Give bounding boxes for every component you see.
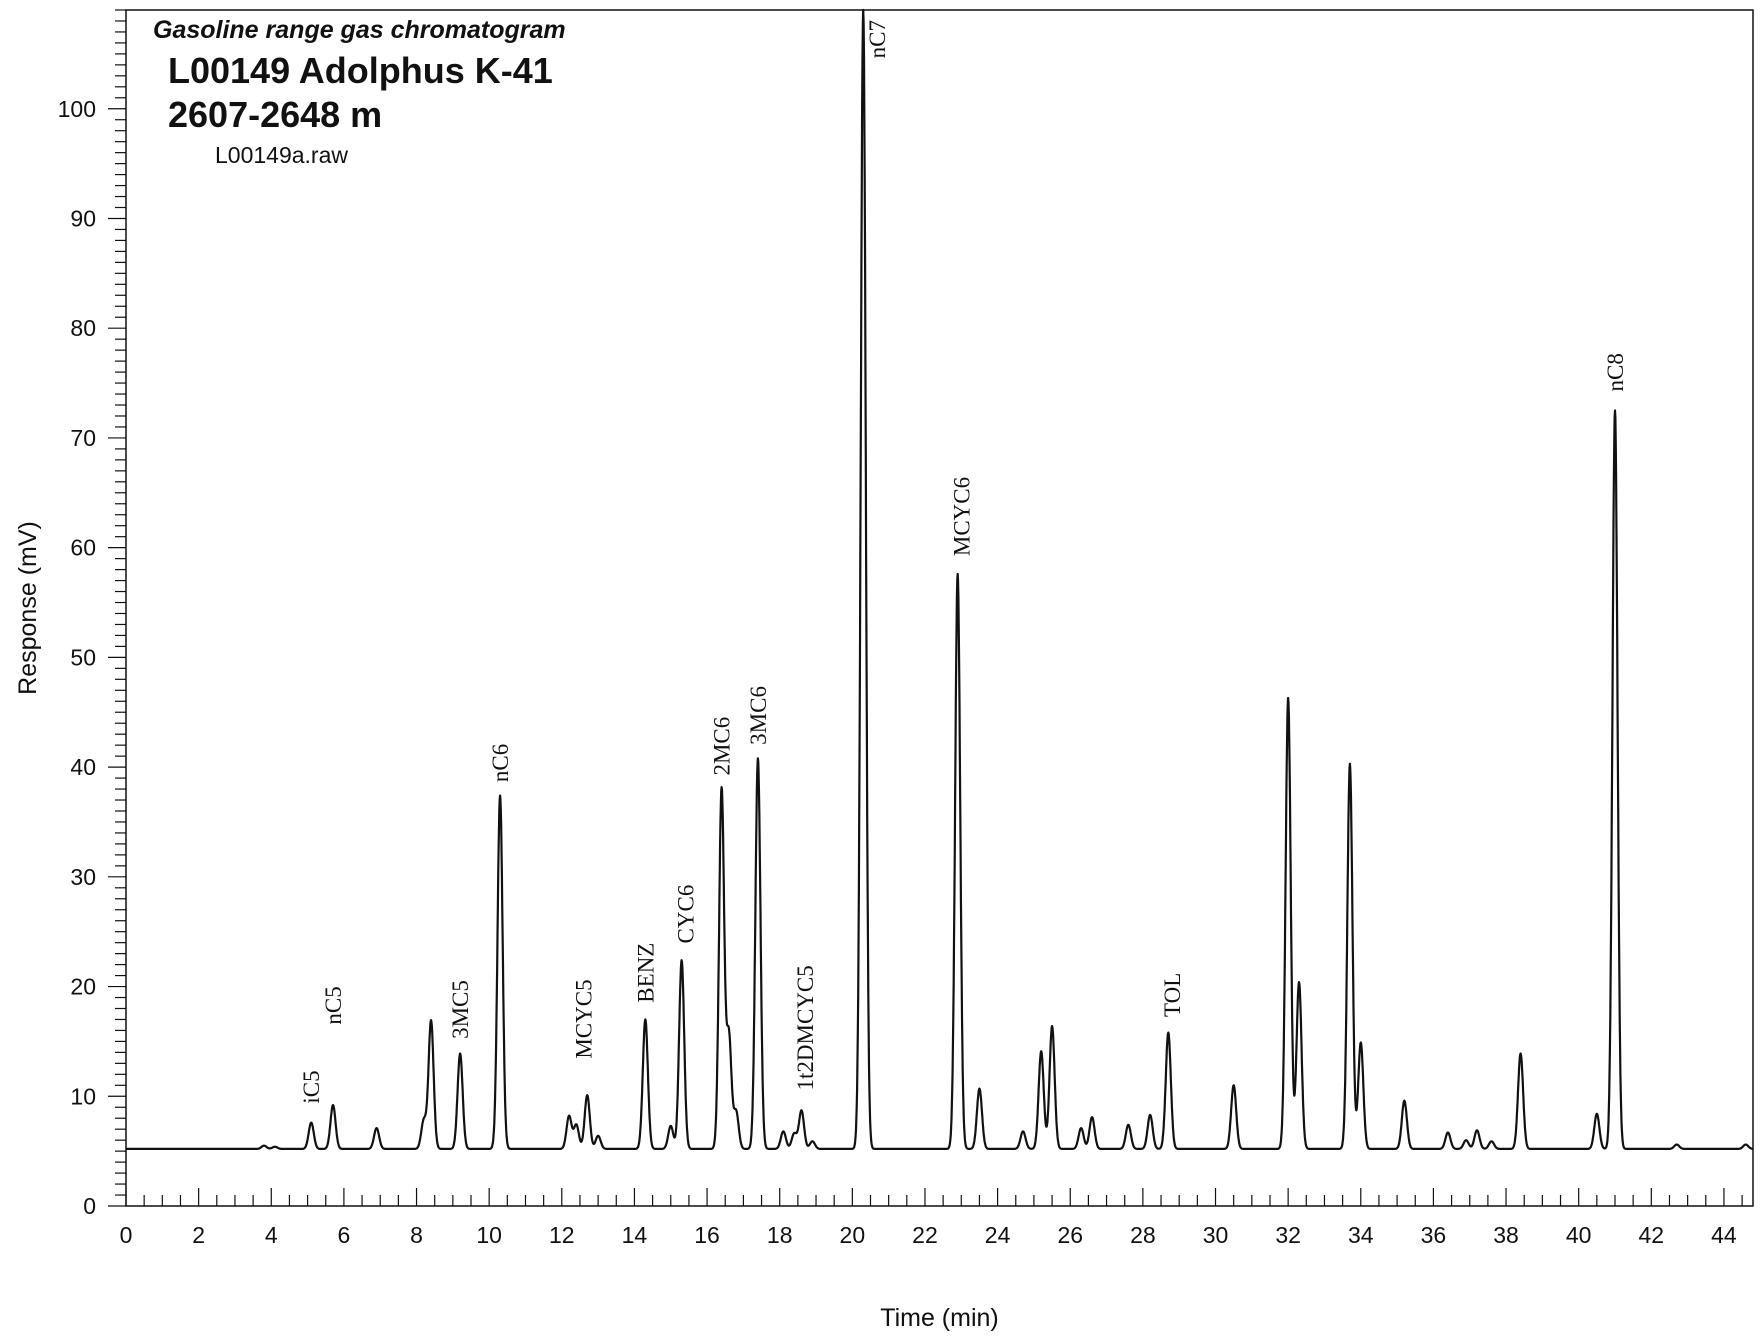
y-axis-title: Response (mV) — [14, 521, 42, 695]
x-tick-label: 2 — [192, 1222, 205, 1248]
y-tick-label: 20 — [70, 974, 96, 1000]
x-tick-label: 26 — [1057, 1222, 1083, 1248]
chromatogram-trace — [125, 8, 1754, 1150]
y-tick-label: 0 — [83, 1193, 96, 1219]
x-tick-label: 24 — [985, 1222, 1011, 1248]
peak-label: MCYC5 — [572, 979, 597, 1058]
peak-label: nC5 — [321, 986, 346, 1024]
x-tick-label: 38 — [1493, 1222, 1519, 1248]
peak-label: 3MC6 — [746, 686, 771, 745]
peak-label: TOL — [1160, 973, 1185, 1017]
x-tick-label: 32 — [1275, 1222, 1301, 1248]
y-tick-label: 60 — [70, 535, 96, 561]
chart-subtitle: Gasoline range gas chromatogram — [153, 16, 566, 44]
y-tick-label: 30 — [70, 864, 96, 890]
x-tick-label: 6 — [338, 1222, 351, 1248]
y-tick-label: 50 — [70, 644, 96, 670]
x-tick-label: 28 — [1130, 1222, 1156, 1248]
x-tick-label: 18 — [767, 1222, 793, 1248]
y-tick-label: 10 — [70, 1083, 96, 1109]
peak-labels: iC5 nC5 3MC5 nC6 MCYC5 BENZ CYC6 2MC6 3MC6 1t2DMC… — [299, 20, 1628, 1104]
peak-label: MCYC6 — [949, 477, 974, 556]
x-tick-label: 8 — [410, 1222, 423, 1248]
peak-label: CYC6 — [673, 885, 698, 944]
x-tick-label: 40 — [1566, 1222, 1592, 1248]
x-tick-label: 10 — [476, 1222, 502, 1248]
chart-file-label: L00149a.raw — [215, 142, 348, 168]
x-tick-label: 16 — [694, 1222, 720, 1248]
x-tick-label: 0 — [120, 1222, 133, 1248]
y-tick-label: 100 — [58, 96, 96, 122]
x-tick-label: 34 — [1348, 1222, 1374, 1248]
peak-label: nC8 — [1603, 353, 1628, 391]
chart-title-depth: 2607-2648 m — [168, 94, 383, 135]
y-tick-label: 70 — [70, 425, 96, 451]
x-tick-label: 14 — [622, 1222, 648, 1248]
x-tick-label: 4 — [265, 1222, 278, 1248]
peak-label: 2MC6 — [710, 717, 735, 776]
peak-label: 3MC5 — [448, 980, 473, 1039]
x-tick-label: 42 — [1639, 1222, 1665, 1248]
x-tick-label: 12 — [549, 1222, 575, 1248]
plot-frame — [125, 9, 1754, 1207]
x-tick-label: 30 — [1203, 1222, 1229, 1248]
axes: 0 2 4 6 8 10 12 14 16 18 20 22 24 26 28 30 32 34 36 38 40 42 4… — [58, 9, 1754, 1248]
peak-label: 1t2DMCYC5 — [793, 965, 818, 1090]
x-tick-label: 44 — [1711, 1222, 1737, 1248]
y-tick-label: 90 — [70, 205, 96, 231]
chart-title-sample: L00149 Adolphus K-41 — [168, 50, 553, 91]
y-tick-label: 40 — [70, 754, 96, 780]
peak-label: nC6 — [488, 744, 513, 782]
x-axis-title: Time (min) — [880, 1304, 999, 1332]
x-tick-label: 20 — [840, 1222, 866, 1248]
x-tick-label: 36 — [1421, 1222, 1447, 1248]
peak-label: BENZ — [633, 943, 658, 1003]
peak-label: nC7 — [865, 20, 890, 58]
peak-label: iC5 — [299, 1070, 324, 1103]
x-tick-label: 22 — [912, 1222, 938, 1248]
y-tick-label: 80 — [70, 315, 96, 341]
